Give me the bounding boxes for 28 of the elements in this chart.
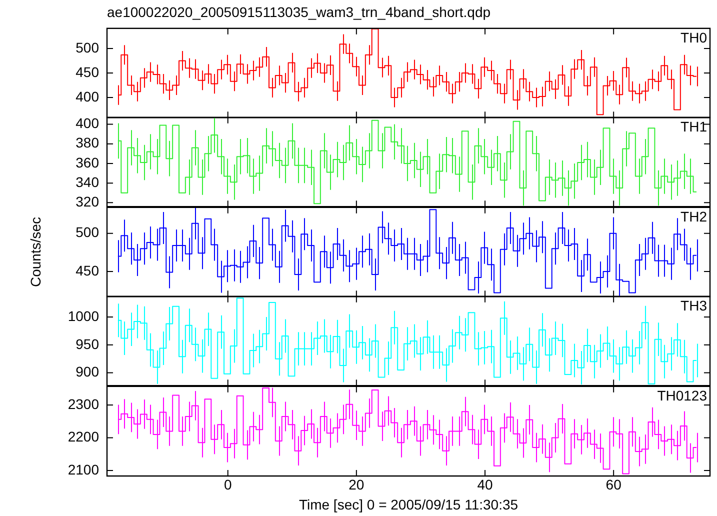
series-label: TH1 xyxy=(680,118,708,134)
series-label: TH0123 xyxy=(657,387,708,404)
x-tick-label: 40 xyxy=(477,476,493,492)
y-tick-label: 2100 xyxy=(68,461,100,478)
y-tick-label: 950 xyxy=(76,336,100,352)
y-tick-label: 450 xyxy=(76,63,100,80)
y-tick-label: 500 xyxy=(76,224,100,240)
y-tick-label: 2200 xyxy=(68,428,100,445)
series-label: TH3 xyxy=(680,298,708,314)
y-tick-label: 1000 xyxy=(68,308,100,324)
y-tick-label: 900 xyxy=(76,364,100,380)
chart-title: ae100022020_20050915113035_wam3_trn_4band_short.qdp xyxy=(107,4,491,20)
series-label: TH2 xyxy=(680,208,708,224)
y-tick-label: 360 xyxy=(76,154,100,171)
x-axis-title: Time [sec] 0 = 2005/09/15 11:30:35 xyxy=(298,496,518,512)
x-tick-label: 60 xyxy=(606,476,622,492)
x-tick-label: 20 xyxy=(348,476,364,492)
y-tick-label: 380 xyxy=(76,134,100,151)
x-tick-label: 0 xyxy=(224,476,232,492)
y-tick-label: 500 xyxy=(76,38,100,55)
y-tick-label: 400 xyxy=(76,88,100,104)
y-tick-label: 340 xyxy=(76,174,100,190)
y-tick-label: 400 xyxy=(76,115,100,132)
y-axis-title: Counts/sec xyxy=(27,216,44,287)
y-tick-label: 2300 xyxy=(68,396,100,412)
y-tick-label: 320 xyxy=(76,194,100,210)
series-label: TH0 xyxy=(680,28,708,45)
y-tick-label: 450 xyxy=(76,262,100,278)
